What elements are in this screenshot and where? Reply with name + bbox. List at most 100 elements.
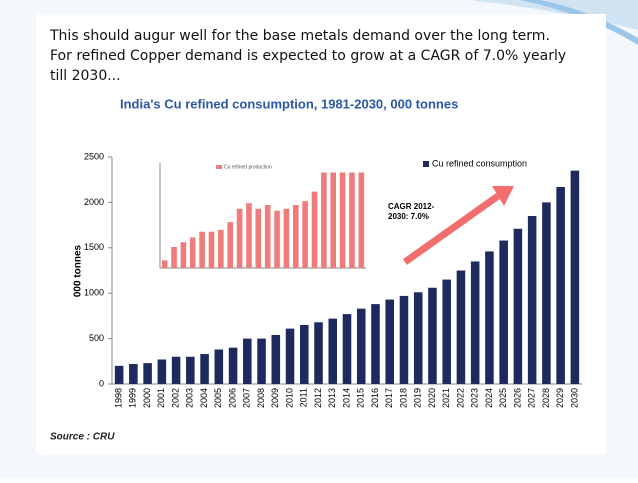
x-tick-label: 2008 <box>256 388 266 408</box>
x-tick-label: 2000 <box>142 388 152 408</box>
bar <box>214 349 224 384</box>
legend-swatch <box>216 165 222 169</box>
bar <box>371 304 380 384</box>
x-tick-label: 2023 <box>470 388 480 408</box>
y-axis-label: 000 tonnes <box>73 244 84 297</box>
bar <box>358 172 365 268</box>
x-tick-label: 2028 <box>541 388 551 408</box>
bar <box>171 356 181 384</box>
bar <box>300 324 309 384</box>
bar <box>171 247 177 268</box>
x-tick-label: 2004 <box>199 388 209 408</box>
bar <box>339 172 346 268</box>
x-tick-label: 2021 <box>441 388 451 408</box>
bar <box>321 172 327 268</box>
bar <box>271 334 281 384</box>
bar <box>264 205 271 268</box>
header-text: till 2030... <box>50 68 121 84</box>
bar <box>161 260 168 268</box>
bar <box>542 202 551 384</box>
x-tick-label: 2011 <box>299 388 309 407</box>
annotation: CAGR 2012- <box>388 202 435 211</box>
bar <box>283 208 290 268</box>
bar <box>285 328 295 384</box>
x-tick-label: 2009 <box>270 388 280 408</box>
bar <box>186 356 195 384</box>
legend-swatch <box>423 161 429 167</box>
x-tick-label: 2027 <box>527 388 537 408</box>
bar <box>513 228 523 384</box>
x-tick-label: 2013 <box>327 388 337 408</box>
bar <box>470 261 480 384</box>
bar <box>199 231 205 268</box>
y-tick-label: 2500 <box>84 151 104 161</box>
bar <box>527 216 537 384</box>
header-text: This should augur well for the base meta… <box>49 28 550 44</box>
x-tick-label: 2006 <box>227 388 237 408</box>
chart-title: India's Cu refined consumption, 1981-203… <box>120 96 458 111</box>
x-tick-label: 2015 <box>356 388 366 408</box>
bar <box>330 172 337 268</box>
bar <box>413 292 423 384</box>
bar <box>328 318 338 384</box>
bar <box>274 210 280 268</box>
y-tick-label: 1000 <box>84 288 104 298</box>
x-tick-label: 1999 <box>128 388 138 408</box>
x-tick-label: 2012 <box>313 388 323 408</box>
x-tick-label: 2001 <box>156 388 166 408</box>
x-tick-label: 2030 <box>569 388 579 408</box>
x-tick-label: 2018 <box>398 388 408 408</box>
trend-arrow-head <box>492 186 514 206</box>
bar <box>499 240 508 384</box>
bar <box>257 338 266 384</box>
bar <box>114 365 124 384</box>
decoration <box>470 0 638 30</box>
bar <box>385 299 394 384</box>
x-tick-label: 2005 <box>213 388 223 408</box>
bar <box>349 172 355 268</box>
source: Source : CRU <box>50 432 115 443</box>
bar <box>485 251 494 384</box>
bar <box>302 201 308 268</box>
bar <box>157 359 167 384</box>
x-tick-label: 2003 <box>185 388 195 408</box>
trend-arrow <box>402 193 501 265</box>
bar <box>428 287 437 384</box>
bar <box>227 222 234 268</box>
bar <box>189 237 196 268</box>
bar <box>314 322 323 384</box>
bar <box>399 295 409 384</box>
y-tick-label: 2000 <box>84 197 104 207</box>
annotation: 2030: 7.0% <box>388 212 429 221</box>
bar <box>292 205 299 268</box>
bar <box>143 363 152 384</box>
y-tick-label: 0 <box>99 378 104 388</box>
bar <box>255 208 262 268</box>
y-tick-label: 1500 <box>84 242 104 252</box>
y-tick-label: 500 <box>89 333 104 343</box>
bar <box>200 354 209 384</box>
x-tick-label: 2029 <box>555 388 565 408</box>
x-tick-label: 2025 <box>498 388 508 408</box>
bar <box>218 229 224 268</box>
x-tick-label: 2016 <box>370 388 380 408</box>
x-tick-label: 2026 <box>512 388 522 408</box>
bar <box>570 170 580 384</box>
bar <box>228 347 238 384</box>
x-tick-label: 2010 <box>284 388 294 408</box>
legend-label: Cu refined consumption <box>432 158 527 168</box>
bar <box>243 338 252 384</box>
x-tick-label: 2020 <box>427 388 437 408</box>
x-tick-label: 2019 <box>413 388 423 408</box>
bar <box>556 186 565 384</box>
x-tick-label: 2022 <box>455 388 465 408</box>
bar <box>311 191 318 268</box>
x-tick-label: 2014 <box>341 388 351 408</box>
bar <box>246 203 252 268</box>
bar <box>208 231 215 268</box>
bar <box>342 314 352 384</box>
bar <box>236 208 243 268</box>
x-tick-label: 1998 <box>113 388 123 408</box>
